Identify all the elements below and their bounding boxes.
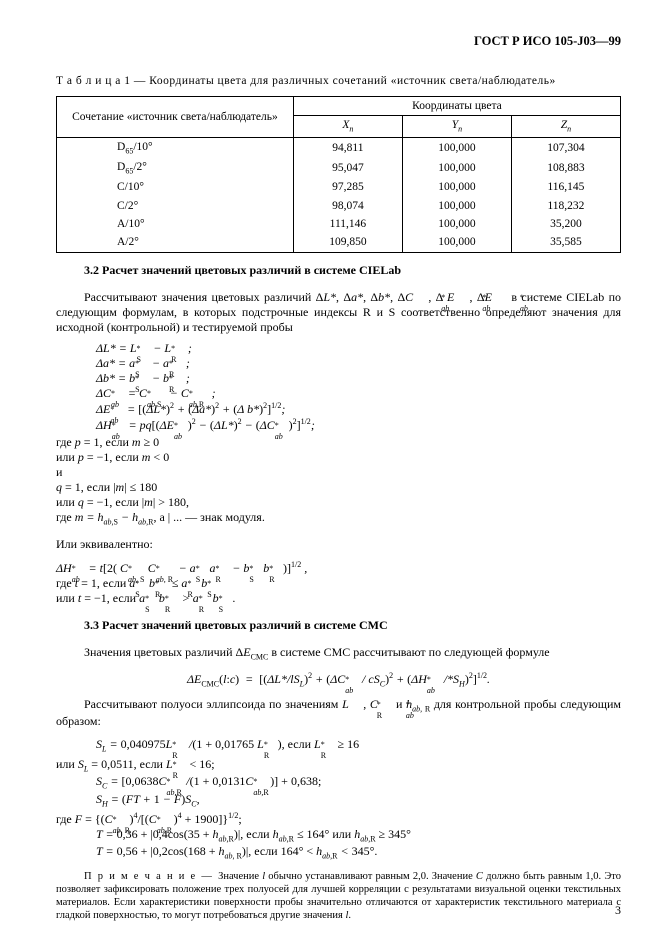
dh-equiv: ΔH*ab = t[2( C*ab, S C*ab, R − a*S a*R −… xyxy=(56,560,621,576)
sec-33-head: 3.3 Расчет значений цветовых различий в … xyxy=(56,618,621,633)
q2: или q = −1, если |m| > 180, xyxy=(56,495,621,510)
table-data-row: D65/2° 95,047 100,000 108,883 xyxy=(57,158,621,178)
where-p1: где p = 1, если m ≥ 0 xyxy=(56,435,621,450)
formula-block-2: SL = 0,040975L*R /(1 + 0,01765 L*R ), ес… xyxy=(96,737,621,754)
table-data-row: D65/10° 94,811 100,000 107,304 xyxy=(57,137,621,158)
formula-block-1: ΔL* = L*S − L*R ; Δa* = a*S − a*R ; Δb* … xyxy=(96,341,621,433)
sec-32-p1: Рассчитывают значения цветовых различий … xyxy=(56,290,621,335)
q1: q = 1, если |m| ≤ 180 xyxy=(56,480,621,495)
table-data-row: C/10° 97,285 100,000 116,145 xyxy=(57,178,621,196)
table-data-row: A/2° 109,850 100,000 35,585 xyxy=(57,233,621,252)
th-x: Xn xyxy=(293,116,402,137)
where-m: где m = hab,S − hab,R, а | ... — знак мо… xyxy=(56,510,621,527)
sec-32-head: 3.2 Расчет значений цветовых различий в … xyxy=(56,263,621,278)
table-caption: Т а б л и ц а 1 — Координаты цвета для р… xyxy=(56,74,621,88)
note: П р и м е ч а н и е — Значение l обычно … xyxy=(56,870,621,923)
sl2: или SL = 0,0511, если L*R < 16; xyxy=(56,757,621,774)
th-y: Yn xyxy=(402,116,511,137)
formula-block-4: T = 0,36 + |0,4cos(35 + hab,R)|, если ha… xyxy=(96,827,621,862)
table-data-row: A/10° 111,146 100,000 35,200 xyxy=(57,215,621,233)
equiv: Или эквивалентно: xyxy=(56,537,621,552)
or-p: или p = −1, если m < 0 xyxy=(56,450,621,465)
sec-33-p1: Значения цветовых различий ΔECMC в систе… xyxy=(56,645,621,662)
t2: или t = −1, если a*S b*R > a*R b*S . xyxy=(56,591,621,606)
th-z: Zn xyxy=(511,116,620,137)
table-caption-prefix: Т а б л и ц а 1 — xyxy=(56,75,149,87)
th-group: Координаты цвета xyxy=(293,97,620,116)
page: ГОСТ Р ИСО 105-J03—99 Т а б л и ц а 1 — … xyxy=(0,0,661,936)
table-caption-text: Координаты цвета для различных сочетаний… xyxy=(149,75,555,87)
doc-id: ГОСТ Р ИСО 105-J03—99 xyxy=(56,34,621,50)
table-data-row: C/2° 98,074 100,000 118,232 xyxy=(57,197,621,215)
f-line: где F = {(C*ab, R )4/[(C*ab,R )4 + 1900]… xyxy=(56,811,621,827)
th-row-label: Сочетание «источник света/наблюдатель» xyxy=(57,97,294,138)
color-coord-table: Сочетание «источник света/наблюдатель» К… xyxy=(56,96,621,253)
t: Рассчитывают значения цветовых различий … xyxy=(84,290,323,304)
page-number: 3 xyxy=(615,903,621,918)
sec-33-p2: Рассчитывают полуоси эллипсоида по значе… xyxy=(56,697,621,729)
ecmc-formula: ΔECMC(l:c) = [(ΔL*/lSL)2 + (ΔC*ab / cSC)… xyxy=(56,671,621,689)
t: Рассчитывают полуоси эллипсоида по значе… xyxy=(84,697,342,711)
and: и xyxy=(56,465,621,480)
note-prefix: П р и м е ч а н и е — xyxy=(84,871,218,882)
